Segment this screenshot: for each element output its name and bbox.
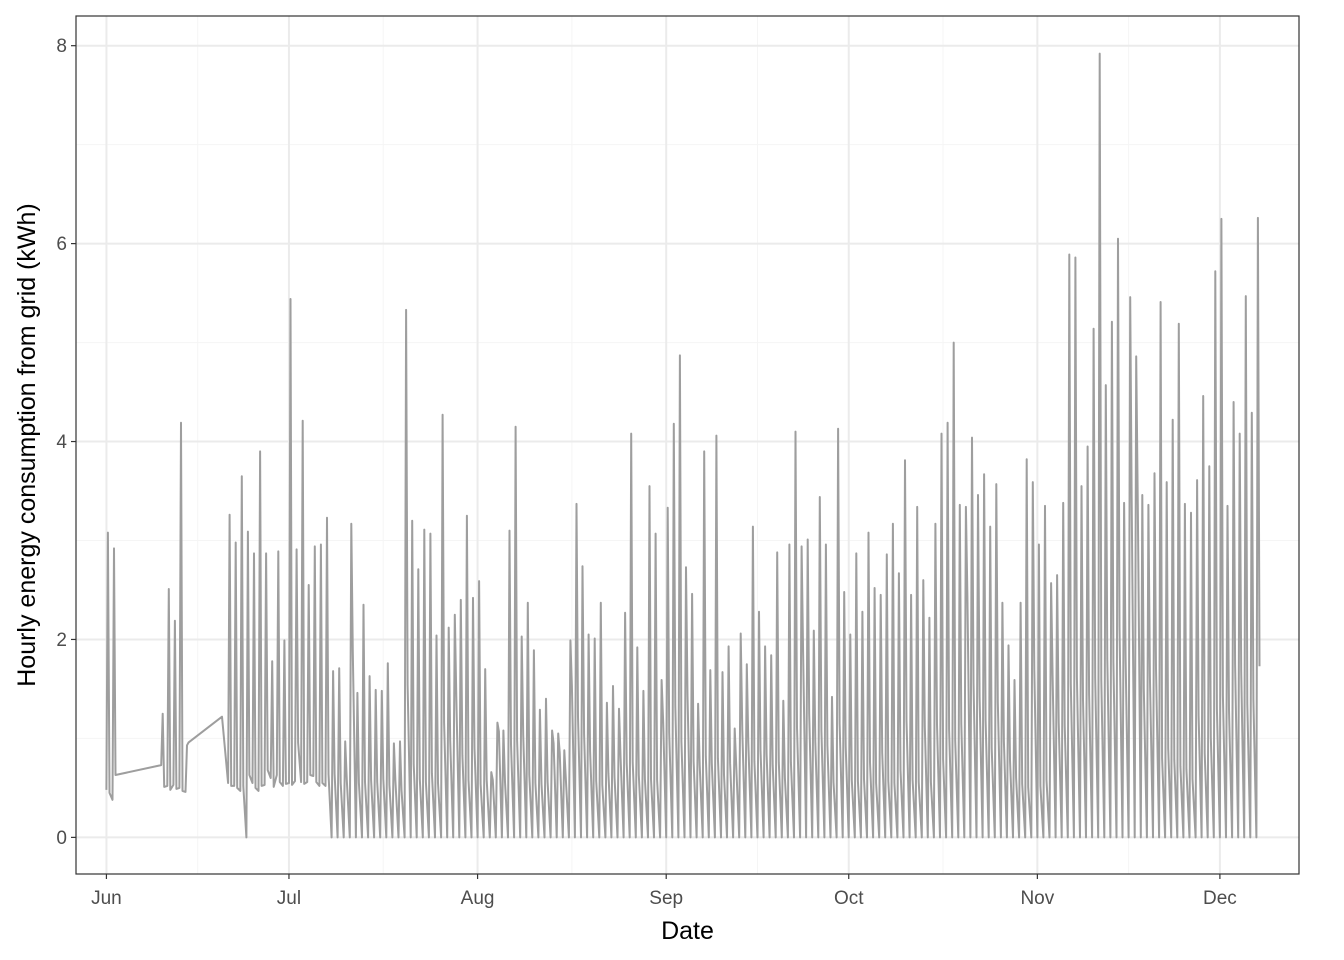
x-tick-label: Jul [277,888,301,909]
y-tick-label: 0 [56,828,67,849]
y-tick-label: 2 [56,630,67,651]
y-tick-label: 8 [56,36,67,57]
x-tick-label: Nov [1020,888,1054,909]
x-tick-label: Dec [1203,888,1237,909]
x-tick-label: Oct [834,888,864,909]
y-axis-title: Hourly energy consumption from grid (kWh… [13,203,41,687]
x-tick-label: Sep [649,888,683,909]
panel-border [75,15,1300,875]
x-tick-label: Jun [91,888,122,909]
x-axis-title: Date [661,917,714,945]
x-axis: Jun Jul Aug Sep Oct Nov Dec [91,874,1237,909]
y-tick-label: 4 [56,432,67,453]
x-tick-label: Aug [461,888,495,909]
series-layer [105,52,1261,839]
y-axis: 0 2 4 6 8 [56,36,76,849]
series-line [105,52,1261,839]
y-tick-label: 6 [56,234,67,255]
